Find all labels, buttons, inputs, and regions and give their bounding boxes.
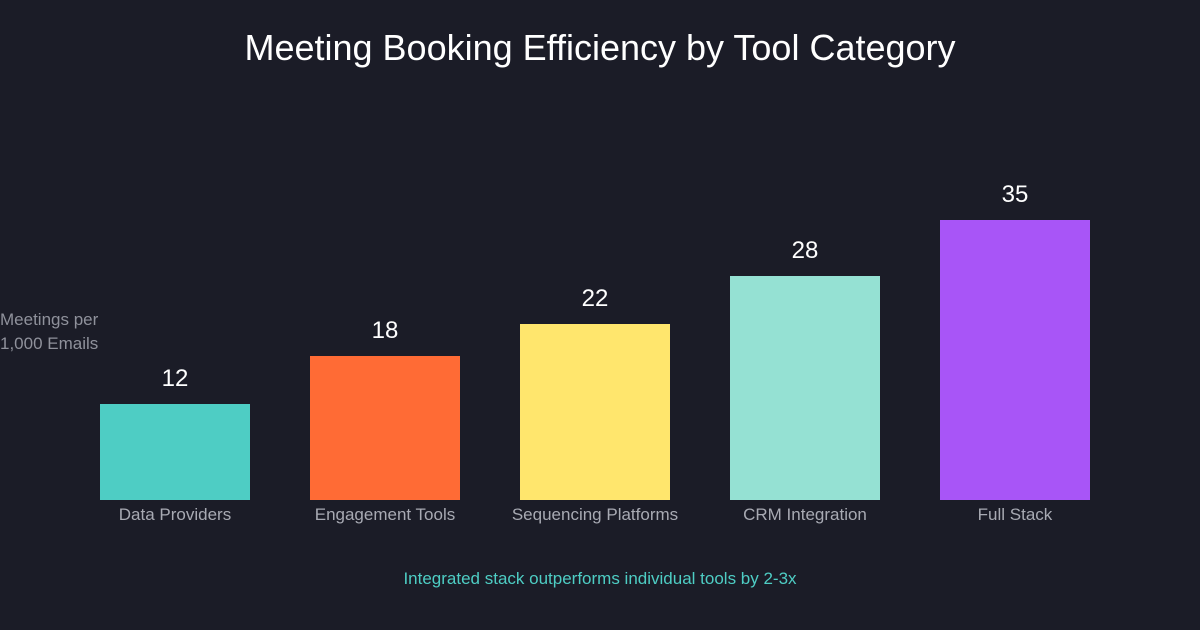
chart-title: Meeting Booking Efficiency by Tool Categ… bbox=[244, 27, 955, 68]
y-axis-label-line-1: Meetings per bbox=[0, 310, 99, 329]
x-tick-label: Engagement Tools bbox=[315, 505, 456, 524]
bar-crm-integration bbox=[730, 276, 880, 500]
x-tick-label: Sequencing Platforms bbox=[512, 505, 678, 524]
data-label: 18 bbox=[372, 317, 399, 344]
data-label: 35 bbox=[1002, 181, 1029, 208]
x-tick-label: CRM Integration bbox=[743, 505, 867, 524]
data-label: 12 bbox=[162, 365, 189, 392]
bar-data-providers bbox=[100, 404, 250, 500]
bar-sequencing-platforms bbox=[520, 324, 670, 500]
x-tick-label: Data Providers bbox=[119, 505, 231, 524]
chart-annotation: Integrated stack outperforms individual … bbox=[403, 569, 797, 588]
bars-group: 12 Data Providers 18 Engagement Tools 22 Sequ… bbox=[100, 181, 1090, 524]
x-tick-label: Full Stack bbox=[978, 505, 1053, 524]
y-axis-label-line-2: 1,000 Emails bbox=[0, 334, 98, 353]
bar-full-stack bbox=[940, 220, 1090, 500]
data-label: 28 bbox=[792, 237, 819, 264]
data-label: 22 bbox=[582, 285, 609, 312]
bar-engagement-tools bbox=[310, 356, 460, 500]
